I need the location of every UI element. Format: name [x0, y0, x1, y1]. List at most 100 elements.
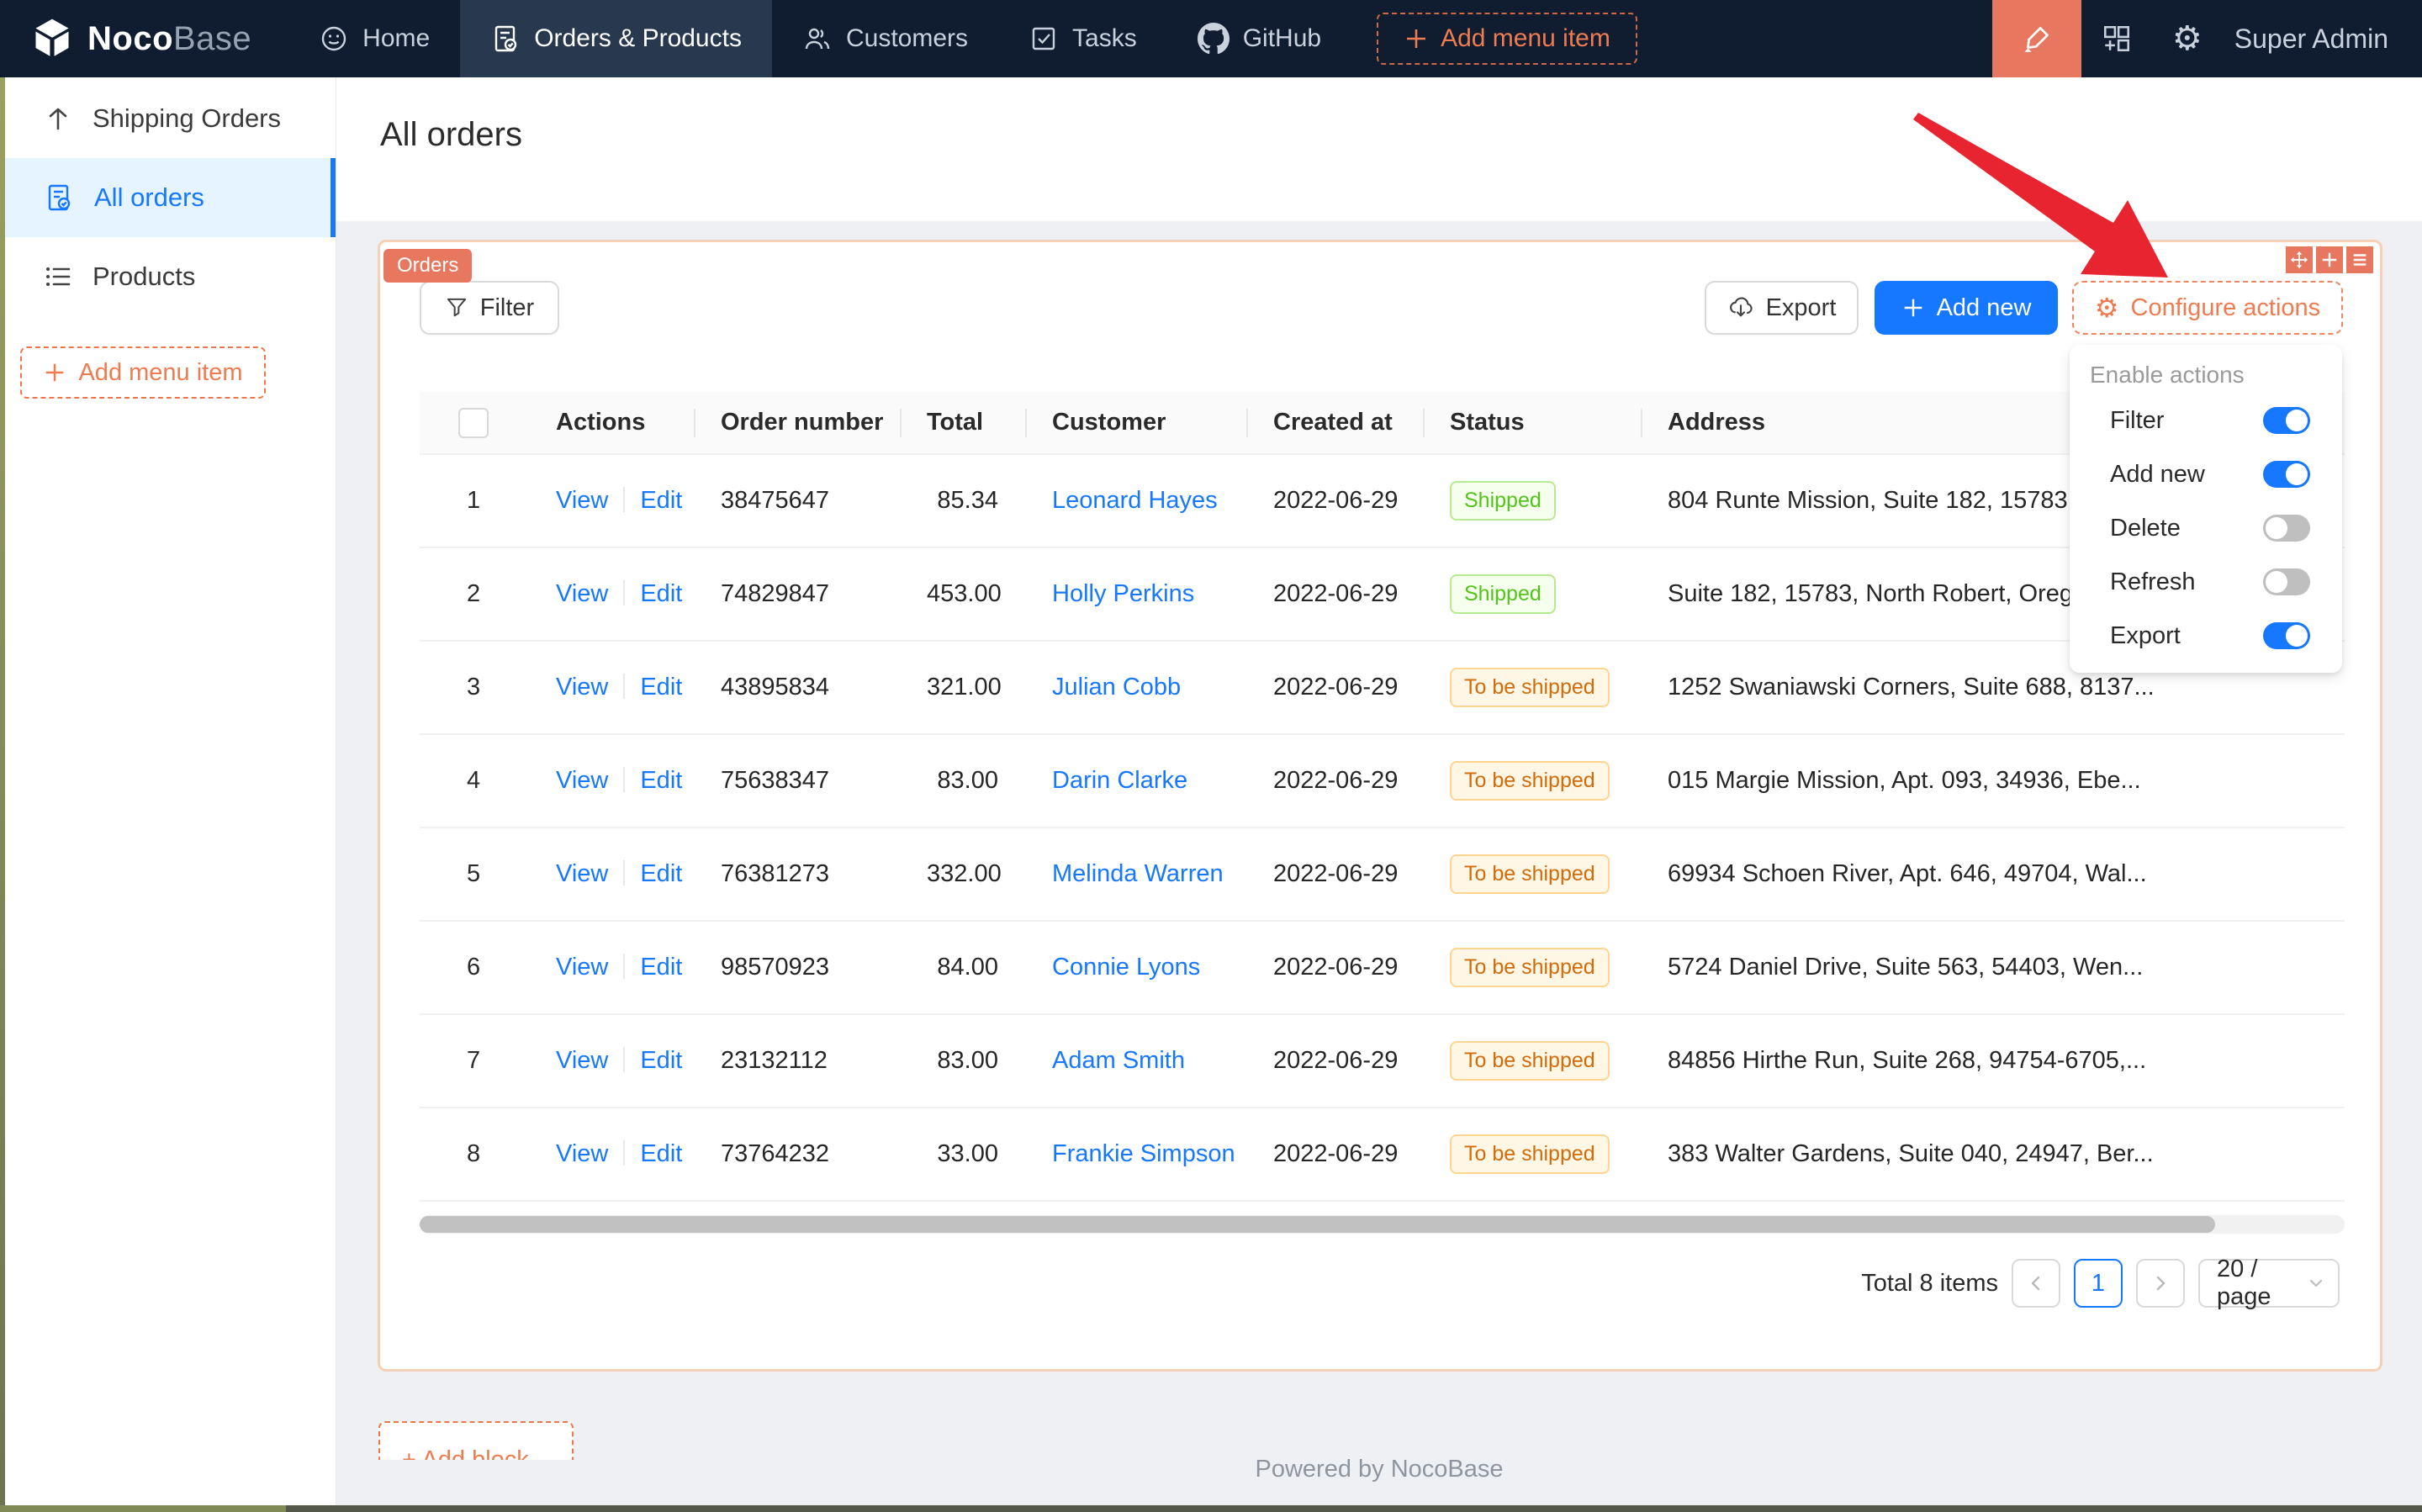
table-header-row: Actions Order number Total Customer Crea…	[420, 392, 2345, 455]
view-link[interactable]: View	[556, 767, 609, 794]
edit-link[interactable]: Edit	[640, 860, 683, 887]
horizontal-scrollbar-track[interactable]	[420, 1215, 2345, 1234]
prev-page-button[interactable]	[2012, 1259, 2060, 1308]
cube-logo-icon	[30, 17, 74, 61]
select-all-checkbox[interactable]	[458, 407, 489, 438]
total-cell: 85.34	[937, 487, 998, 514]
created-at-cell: 2022-06-29	[1273, 767, 1399, 794]
sidebar-item-shipping-orders[interactable]: Shipping Orders	[0, 79, 336, 158]
order-number-cell: 23132112	[721, 1047, 828, 1074]
created-at-cell: 2022-06-29	[1273, 580, 1399, 607]
sidebar-item-all-orders[interactable]: All orders	[0, 158, 336, 237]
refresh-toggle[interactable]	[2263, 568, 2310, 595]
sidebar-item-label: Shipping Orders	[93, 103, 282, 133]
drag-handle-icon[interactable]	[2286, 246, 2313, 273]
nocobase-logo[interactable]: NocoBase	[0, 17, 288, 61]
dropdown-item-delete[interactable]: Delete	[2070, 501, 2342, 555]
edit-link[interactable]: Edit	[640, 487, 683, 514]
nav-item-github[interactable]: GitHub	[1167, 0, 1351, 77]
customer-link[interactable]: Connie Lyons	[1052, 954, 1201, 981]
column-header-total: Total	[900, 392, 1025, 453]
total-cell: 453.00	[927, 580, 1002, 607]
customer-link[interactable]: Adam Smith	[1052, 1047, 1185, 1074]
settings-button[interactable]: ⚙	[2152, 0, 2223, 77]
edit-link[interactable]: Edit	[640, 954, 683, 981]
dropdown-item-export[interactable]: Export	[2070, 609, 2342, 663]
plugins-button[interactable]	[2081, 0, 2152, 77]
gear-icon: ⚙	[2094, 292, 2119, 324]
user-menu[interactable]: Super Admin	[2223, 24, 2422, 55]
horizontal-scrollbar-thumb[interactable]	[420, 1216, 2215, 1233]
total-cell: 84.00	[937, 954, 998, 981]
created-at-cell: 2022-06-29	[1273, 674, 1399, 700]
column-header-customer: Customer	[1025, 392, 1246, 453]
nav-item-home[interactable]: Home	[288, 0, 460, 77]
address-cell: 015 Margie Mission, Apt. 093, 34936, Ebe…	[1668, 767, 2141, 794]
add-block-icon[interactable]	[2316, 246, 2343, 273]
page-number-button[interactable]: 1	[2074, 1259, 2123, 1308]
table-body: 1 View Edit 38475647 85.34 Leonard Hayes …	[420, 455, 2345, 1202]
address-cell: Suite 182, 15783, North Robert, Oregon	[1668, 580, 2101, 607]
sidebar-item-products[interactable]: Products	[0, 237, 336, 316]
add-block-button[interactable]: + Add block	[378, 1421, 574, 1460]
customer-link[interactable]: Melinda Warren	[1052, 860, 1224, 887]
nav-item-tasks[interactable]: Tasks	[998, 0, 1167, 77]
customer-link[interactable]: Frankie Simpson	[1052, 1140, 1235, 1167]
nav-item-label: GitHub	[1242, 24, 1322, 52]
ui-editor-button[interactable]	[1991, 0, 2081, 77]
desktop-edge-left	[0, 77, 5, 1505]
address-cell: 69934 Schoen River, Apt. 646, 49704, Wal…	[1668, 860, 2147, 887]
customer-link[interactable]: Holly Perkins	[1052, 580, 1195, 607]
edit-link[interactable]: Edit	[640, 580, 683, 607]
export-toggle[interactable]	[2263, 622, 2310, 649]
table-row: 4 View Edit 75638347 83.00 Darin Clarke 2…	[420, 735, 2345, 828]
add-new-button[interactable]: Add new	[1875, 281, 2058, 335]
smiley-icon	[319, 24, 349, 54]
edit-link[interactable]: Edit	[640, 767, 683, 794]
navbar-add-menu-item-button[interactable]: Add menu item	[1377, 13, 1637, 65]
next-page-button[interactable]	[2136, 1259, 2185, 1308]
view-link[interactable]: View	[556, 674, 609, 700]
view-link[interactable]: View	[556, 580, 609, 607]
nav-item-customers[interactable]: Customers	[772, 0, 998, 77]
table-row: 7 View Edit 23132112 83.00 Adam Smith 202…	[420, 1015, 2345, 1108]
status-badge: To be shipped	[1450, 668, 1610, 707]
filter-toggle[interactable]	[2263, 407, 2310, 434]
cloud-download-icon	[1727, 294, 1754, 321]
view-link[interactable]: View	[556, 954, 609, 981]
status-badge: Shipped	[1450, 481, 1556, 521]
edit-link[interactable]: Edit	[640, 674, 683, 700]
customer-link[interactable]: Julian Cobb	[1052, 674, 1182, 700]
view-link[interactable]: View	[556, 487, 609, 514]
nav-item-orders-products[interactable]: Orders & Products	[460, 0, 772, 77]
status-badge: Shipped	[1450, 574, 1556, 614]
people-icon	[802, 24, 833, 54]
total-cell: 321.00	[927, 674, 1002, 700]
list-icon	[44, 262, 72, 291]
view-link[interactable]: View	[556, 1047, 609, 1074]
powered-by-footer: Powered by NocoBase	[1255, 1456, 1504, 1483]
dropdown-item-refresh[interactable]: Refresh	[2070, 555, 2342, 609]
edit-link[interactable]: Edit	[640, 1140, 683, 1167]
add-new-toggle[interactable]	[2263, 461, 2310, 488]
dropdown-item-add-new[interactable]: Add new	[2070, 447, 2342, 501]
address-cell: 5724 Daniel Drive, Suite 563, 54403, Wen…	[1668, 954, 2144, 981]
view-link[interactable]: View	[556, 860, 609, 887]
gear-icon: ⚙	[2171, 19, 2203, 58]
block-menu-icon[interactable]	[2346, 246, 2373, 273]
export-button[interactable]: Export	[1705, 281, 1859, 335]
user-name: Super Admin	[2234, 23, 2388, 54]
customer-link[interactable]: Leonard Hayes	[1052, 487, 1218, 514]
configure-actions-button[interactable]: ⚙ Configure actions	[2072, 281, 2343, 335]
filter-button[interactable]: Filter	[420, 281, 559, 335]
order-number-cell: 76381273	[721, 860, 830, 887]
delete-toggle[interactable]	[2263, 515, 2310, 542]
page-size-select[interactable]: 20 / page	[2198, 1256, 2340, 1310]
dropdown-item-filter[interactable]: Filter	[2070, 394, 2342, 447]
edit-link[interactable]: Edit	[640, 1047, 683, 1074]
address-cell: 84856 Hirthe Run, Suite 268, 94754-6705,…	[1668, 1047, 2147, 1074]
sidebar-add-menu-item-button[interactable]: Add menu item	[20, 346, 266, 399]
view-link[interactable]: View	[556, 1140, 609, 1167]
customer-link[interactable]: Darin Clarke	[1052, 767, 1188, 794]
